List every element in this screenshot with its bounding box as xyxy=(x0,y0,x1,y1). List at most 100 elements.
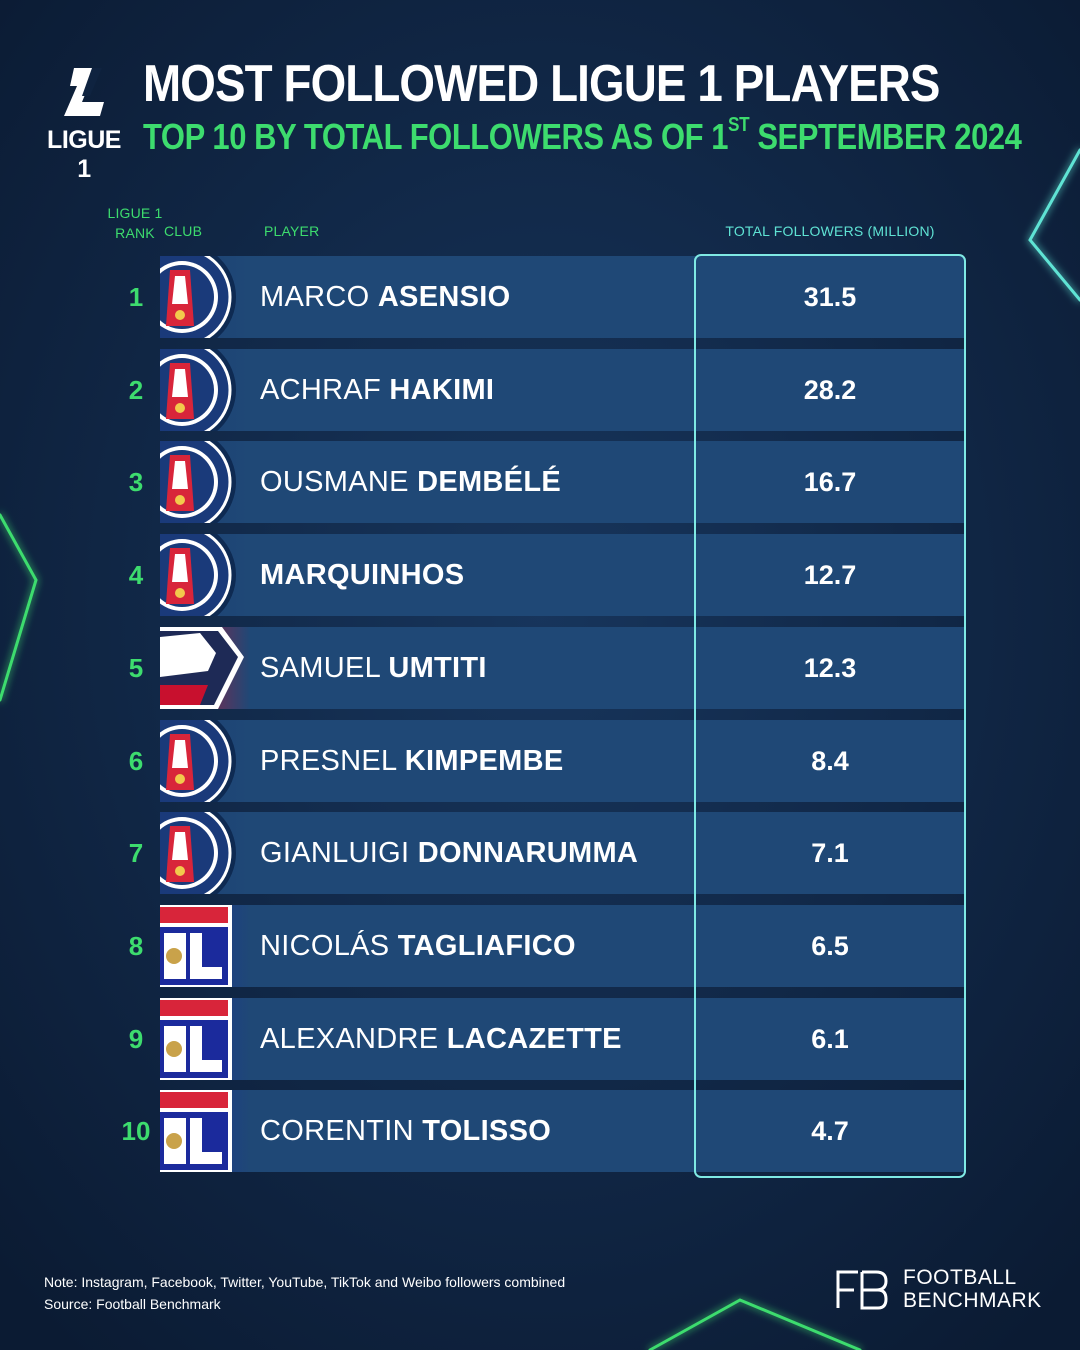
subtitle-suffix: SEPTEMBER 2024 xyxy=(749,116,1022,157)
column-header-rank: LIGUE 1 RANK xyxy=(106,203,164,243)
player-name: ACHRAF HAKIMI xyxy=(260,349,494,431)
rank-2: 2 xyxy=(128,374,144,405)
club-badge-psg xyxy=(160,256,250,338)
followers-value: 31.5 xyxy=(803,282,857,312)
footer-note: Note: Instagram, Facebook, Twitter, YouT… xyxy=(44,1271,565,1315)
player-last-name: TOLISSO xyxy=(422,1115,552,1148)
player-first-name: SAMUEL xyxy=(260,651,389,684)
player-name: MARQUINHOS xyxy=(260,534,464,616)
player-last-name: LACAZETTE xyxy=(446,1022,622,1055)
rank-6: 6 xyxy=(128,745,144,776)
club-badge-ol-icon xyxy=(160,1090,250,1173)
player-last-name: MARQUINHOS xyxy=(260,559,465,592)
table-row: GIANLUIGI DONNARUMMA 7.1 xyxy=(160,812,964,895)
page-subtitle: TOP 10 BY TOTAL FOLLOWERS AS OF 1ST SEPT… xyxy=(143,114,1022,158)
player-first-name: NICOLÁS xyxy=(260,929,398,962)
player-name: OUSMANE DEMBÉLÉ xyxy=(260,441,561,523)
player-name: NICOLÁS TAGLIAFICO xyxy=(260,905,576,987)
player-last-name: ASENSIO xyxy=(377,281,511,313)
followers-value: 16.7 xyxy=(803,467,857,498)
column-header-club: CLUB xyxy=(164,223,203,239)
club-badge-losc-icon xyxy=(160,626,250,709)
club-badge-psg xyxy=(160,812,250,895)
rank-8: 8 xyxy=(128,930,144,961)
table-row: SAMUEL UMTITI 12.3 xyxy=(160,626,964,709)
column-header-rank-line2: RANK xyxy=(115,225,155,241)
club-badge-psg xyxy=(160,441,250,524)
rank-5: 5 xyxy=(128,652,144,683)
footer-source-text: Source: Football Benchmark xyxy=(44,1296,221,1312)
player-last-name: DONNARUMMA xyxy=(417,837,639,870)
rank-10: 10 xyxy=(121,1116,151,1147)
brand-line-1: FOOTBALL xyxy=(903,1266,1017,1289)
club-badge-ol xyxy=(160,1090,250,1173)
player-first-name: PRESNEL xyxy=(260,744,405,777)
table-row: CORENTIN TOLISSO 4.7 xyxy=(160,1090,964,1173)
club-badge-ol xyxy=(160,997,250,1080)
club-badge-psg-icon xyxy=(160,719,250,802)
player-name: GIANLUIGI DONNARUMMA xyxy=(260,812,638,894)
brand-line-2: BENCHMARK xyxy=(903,1289,1042,1312)
table-row: OUSMANE DEMBÉLÉ 16.7 xyxy=(160,441,964,524)
club-badge-psg-icon xyxy=(160,441,250,524)
rank-1: 1 xyxy=(128,282,144,312)
player-first-name: GIANLUIGI xyxy=(260,837,418,870)
player-first-name: ALEXANDRE xyxy=(260,1022,447,1055)
followers-value: 7.1 xyxy=(811,838,849,869)
player-first-name: CORENTIN xyxy=(260,1115,423,1148)
player-name: PRESNEL KIMPEMBE xyxy=(260,720,563,802)
page-title: MOST FOLLOWED LIGUE 1 PLAYERS xyxy=(143,55,940,113)
club-badge-losc xyxy=(160,626,250,709)
club-badge-ol-icon xyxy=(160,904,250,987)
player-last-name: DEMBÉLÉ xyxy=(417,466,561,499)
club-badge-ol-icon xyxy=(160,997,250,1080)
player-last-name: TAGLIAFICO xyxy=(397,929,576,962)
football-benchmark-text: FOOTBALL BENCHMARK xyxy=(903,1266,1042,1312)
player-first-name: OUSMANE xyxy=(260,466,418,499)
table-row: MARCO ASENSIO 31.5 xyxy=(160,256,964,338)
followers-value: 28.2 xyxy=(803,374,857,405)
table-row: ALEXANDRE LACAZETTE 6.1 xyxy=(160,997,964,1080)
club-badge-psg-icon xyxy=(160,256,250,338)
ligue1-logo: LIGUE 1 xyxy=(44,62,124,183)
club-badge-psg xyxy=(160,534,250,617)
followers-value: 6.1 xyxy=(811,1023,849,1054)
club-badge-psg-icon xyxy=(160,812,250,895)
followers-value: 8.4 xyxy=(811,745,849,776)
club-badge-psg-icon xyxy=(160,348,250,431)
ligue1-logo-icon xyxy=(64,68,104,116)
table-row: PRESNEL KIMPEMBE 8.4 xyxy=(160,719,964,802)
club-badge-psg-icon xyxy=(160,534,250,617)
player-first-name: ACHRAF xyxy=(260,373,390,406)
player-last-name: UMTITI xyxy=(388,651,487,684)
table-row: NICOLÁS TAGLIAFICO 6.5 xyxy=(160,904,964,987)
player-name: ALEXANDRE LACAZETTE xyxy=(260,998,622,1080)
club-badge-psg xyxy=(160,348,250,431)
column-header-followers: TOTAL FOLLOWERS (MILLION) xyxy=(725,223,935,239)
rank-9: 9 xyxy=(128,1023,144,1054)
table-row: ACHRAF HAKIMI 28.2 xyxy=(160,348,964,431)
rank-3: 3 xyxy=(128,467,144,498)
column-header-player: PLAYER xyxy=(264,223,320,239)
player-last-name: KIMPEMBE xyxy=(404,744,564,777)
player-name: MARCO ASENSIO xyxy=(260,256,510,338)
followers-value: 6.5 xyxy=(811,930,849,961)
followers-value: 12.3 xyxy=(803,652,857,683)
table-row: MARQUINHOS 12.7 xyxy=(160,534,964,617)
followers-value: 12.7 xyxy=(803,560,857,591)
football-benchmark-logo: FOOTBALL BENCHMARK xyxy=(836,1266,1046,1314)
column-header-rank-line1: LIGUE 1 xyxy=(107,205,163,221)
footer-note-text: Note: Instagram, Facebook, Twitter, YouT… xyxy=(44,1274,566,1290)
ligue1-logo-text: LIGUE 1 xyxy=(47,126,121,183)
football-benchmark-icon xyxy=(836,1270,888,1310)
club-badge-ol xyxy=(160,904,250,987)
player-name: CORENTIN TOLISSO xyxy=(260,1090,551,1172)
player-last-name: HAKIMI xyxy=(389,373,495,406)
followers-value: 4.7 xyxy=(811,1116,849,1147)
player-name: SAMUEL UMTITI xyxy=(260,627,487,709)
rank-4: 4 xyxy=(128,560,144,591)
rank-7: 7 xyxy=(128,838,144,869)
club-badge-psg xyxy=(160,719,250,802)
subtitle-prefix: TOP 10 BY TOTAL FOLLOWERS AS OF 1 xyxy=(143,116,729,157)
player-first-name: MARCO xyxy=(260,281,378,313)
